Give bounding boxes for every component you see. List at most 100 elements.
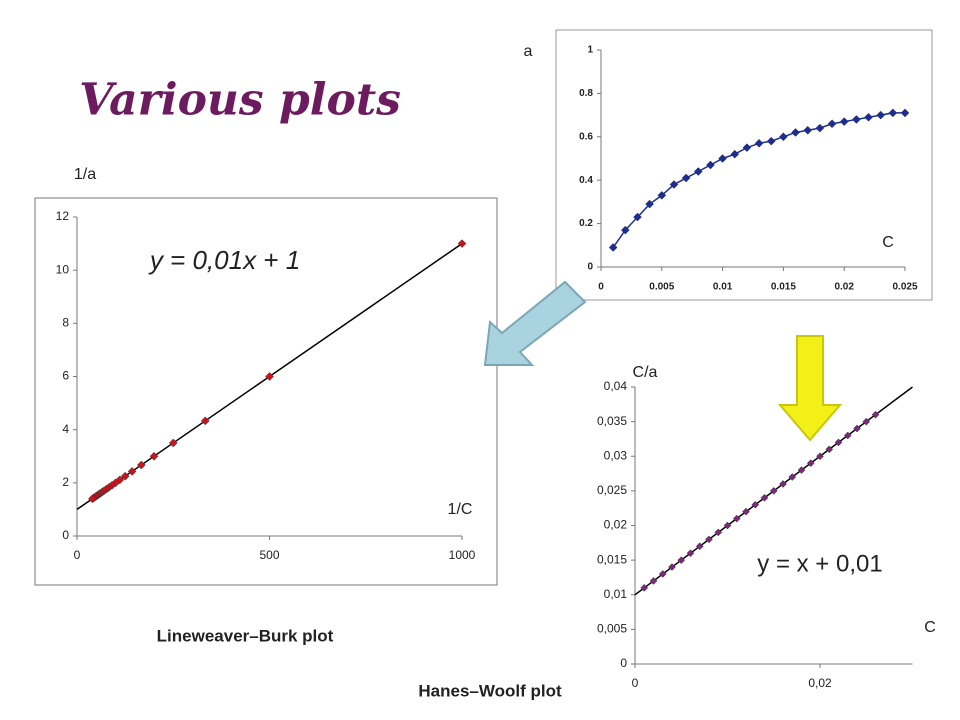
data-point <box>843 431 852 440</box>
x-tick-label: 0.02 <box>834 282 854 293</box>
data-point <box>706 160 715 170</box>
x-tick-label: 0 <box>74 548 81 562</box>
equation: y = 0,01x + 1 <box>148 245 300 275</box>
data-point <box>265 372 274 381</box>
data-point <box>815 123 825 133</box>
data-point <box>779 132 788 142</box>
data-point <box>888 108 898 118</box>
slide-title: Various plots <box>79 75 401 126</box>
data-point <box>825 445 834 454</box>
data-point <box>649 577 658 585</box>
data-point <box>742 507 750 516</box>
x-tick-label: 0 <box>632 676 639 690</box>
data-point <box>751 500 760 509</box>
data-point <box>766 136 776 146</box>
data-point <box>608 243 618 252</box>
data-point <box>693 167 703 176</box>
x-tick-label: 0.005 <box>649 282 674 293</box>
data-point <box>871 410 880 419</box>
y-axis-label: 1/a <box>74 166 96 183</box>
x-tick-label: 0,02 <box>808 676 832 690</box>
y-tick-label: 12 <box>56 209 70 223</box>
data-point <box>705 535 713 544</box>
data-point <box>714 528 723 537</box>
data-point <box>864 112 873 122</box>
data-point <box>839 117 849 126</box>
y-axis-label: C/a <box>633 364 658 381</box>
chart-frame <box>34 197 498 586</box>
data-point <box>718 154 727 163</box>
y-tick-label: 0,01 <box>604 587 628 601</box>
x-axis-label: C <box>924 619 936 636</box>
y-tick-label: 6 <box>62 369 69 383</box>
y-tick-label: 0.6 <box>579 131 593 142</box>
x-tick-label: 0 <box>598 282 604 293</box>
data-point <box>852 115 861 124</box>
equation: y = x + 0,01 <box>757 550 882 577</box>
data-point <box>742 143 752 153</box>
x-tick-label: 1000 <box>449 548 476 562</box>
data-point <box>457 239 467 248</box>
data-point <box>797 466 806 474</box>
y-tick-label: 0.4 <box>579 175 593 186</box>
data-point <box>803 125 813 135</box>
caption: Hanes–Woolf plot <box>418 681 562 700</box>
y-tick-label: 0,03 <box>604 448 628 462</box>
data-point <box>730 149 740 159</box>
data-point <box>686 549 695 558</box>
y-tick-label: 10 <box>56 262 70 276</box>
data-point <box>806 459 815 468</box>
y-tick-label: 0.8 <box>579 88 593 99</box>
data-point <box>127 467 137 476</box>
x-tick-label: 500 <box>259 548 279 562</box>
x-tick-label: 0.025 <box>892 282 917 293</box>
data-point <box>633 212 642 222</box>
arrow <box>777 335 843 442</box>
data-point <box>900 108 910 118</box>
data-point <box>136 460 146 470</box>
data-point <box>620 225 630 235</box>
y-tick-label: 0,035 <box>597 414 627 428</box>
data-point <box>657 191 667 200</box>
y-tick-label: 0.2 <box>579 218 593 229</box>
data-point <box>732 514 741 523</box>
y-tick-label: 0,005 <box>597 622 627 636</box>
data-point <box>791 128 800 137</box>
y-tick-label: 0,04 <box>604 379 628 393</box>
data-point <box>645 199 654 209</box>
y-tick-label: 1 <box>587 45 593 56</box>
x-tick-label: 0.015 <box>771 282 796 293</box>
y-tick-label: 8 <box>62 316 69 330</box>
y-tick-label: 4 <box>62 422 69 436</box>
data-point <box>723 521 732 530</box>
data-point <box>658 570 667 578</box>
data-point <box>834 438 843 447</box>
data-point <box>876 110 886 120</box>
y-tick-label: 0,025 <box>597 483 627 497</box>
data-point <box>668 563 676 571</box>
data-point <box>816 452 824 461</box>
x-axis-label: 1/C <box>448 501 473 518</box>
x-tick-label: 0.01 <box>713 282 733 293</box>
y-tick-label: 0 <box>587 262 593 273</box>
data-point <box>149 451 159 461</box>
data-point <box>677 556 686 564</box>
data-point <box>853 424 861 433</box>
data-point <box>754 138 764 148</box>
data-point <box>669 180 679 189</box>
y-tick-label: 0,015 <box>597 552 627 566</box>
data-point <box>769 487 778 495</box>
data-point <box>760 493 769 502</box>
y-tick-label: 0,02 <box>604 518 628 532</box>
data-point <box>827 119 837 129</box>
data-point <box>681 173 691 183</box>
y-tick-label: 0 <box>62 528 69 542</box>
data-point <box>120 471 130 481</box>
data-point <box>640 583 649 592</box>
x-axis-label: C <box>882 234 894 251</box>
data-point <box>695 542 704 551</box>
data-point <box>168 438 178 448</box>
data-point <box>88 494 97 504</box>
